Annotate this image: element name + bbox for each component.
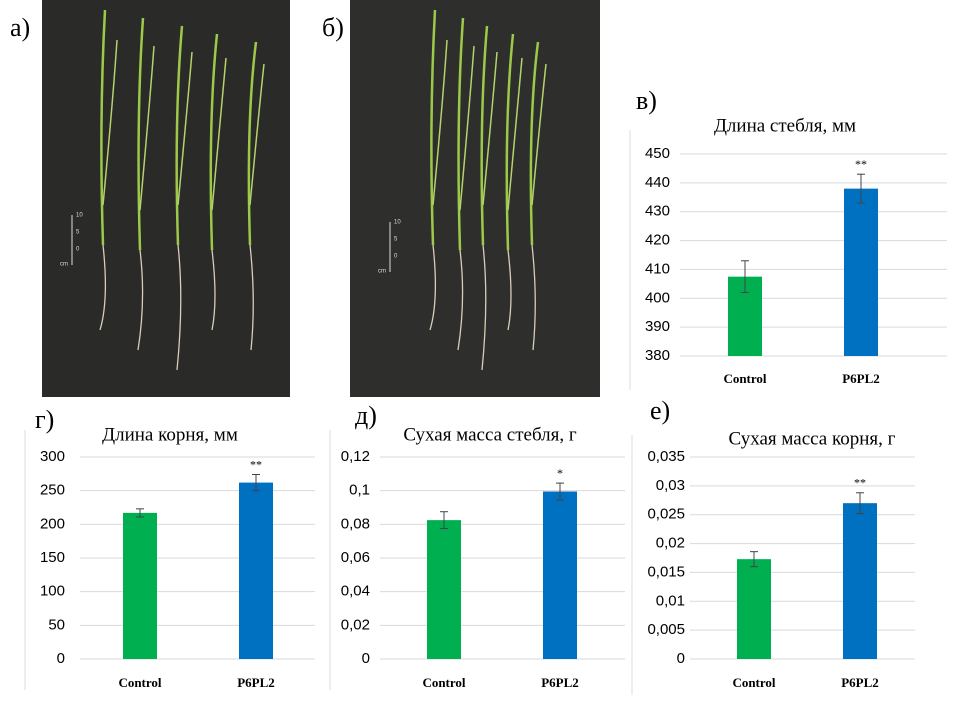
x-tick-label: P6PL2 [237,675,275,690]
y-tick-label: 0,035 [647,448,685,465]
y-tick-label: 0,02 [341,616,370,633]
plant-leaf [432,39,448,206]
y-tick-label: 0,12 [341,448,370,465]
plant-leaf [531,63,547,206]
y-tick-label: 380 [645,347,670,364]
y-tick-label: 0 [677,650,685,667]
significance: ** [854,476,866,490]
plant-leaf [100,9,107,246]
plant-root [481,244,487,371]
plant-leaf [505,33,515,251]
significance: ** [855,157,867,171]
y-tick-label: 0,01 [656,592,685,609]
y-tick-label: 400 [645,289,670,306]
plant-root [99,244,107,331]
y-tick-label: 250 [40,482,65,499]
y-tick-label: 0,025 [647,506,685,523]
plant-leaf [102,39,118,206]
scale-label: 10 [76,213,83,219]
plant-leaf [249,63,265,206]
plant-leaf [139,45,155,211]
bar [123,512,157,659]
plant-root [249,244,254,351]
plant-leaf [480,25,489,246]
bar [737,559,771,659]
y-tick-label: 0,04 [341,583,370,600]
scale-label: cm [378,269,386,275]
panel-label: е) [650,396,670,425]
y-tick-label: 0,1 [349,482,370,499]
y-tick-label: 0,03 [656,477,685,494]
y-tick-label: 0,005 [647,621,685,638]
y-tick-label: 0,02 [656,535,685,552]
plant-leaf [507,57,523,211]
x-tick-label: P6PL2 [541,675,579,690]
scale-label: 5 [76,230,80,236]
photo [350,0,600,397]
plant-root [176,244,182,371]
panel-label: а) [10,13,30,42]
plant-leaf [529,41,540,246]
y-tick-label: 0 [57,650,65,667]
plant-leaf [177,51,193,206]
scale-label: 0 [76,247,80,253]
panel-label: г) [35,405,54,434]
x-tick-label: Control [422,675,465,690]
y-tick-label: 150 [40,549,65,566]
bar [427,520,461,659]
scale-label: 0 [394,254,398,260]
chart-title: Сухая масса корня, г [729,428,896,449]
chart-title: Сухая масса стебля, г [403,424,577,445]
plant-leaf [459,45,475,211]
panel-label: д) [355,401,377,430]
plant-leaf [482,51,498,206]
x-tick-label: Control [118,675,161,690]
significance: ** [250,457,262,471]
y-tick-label: 0,08 [341,515,370,532]
scale-label: cm [60,262,68,268]
bar [844,188,878,356]
y-tick-label: 200 [40,515,65,532]
significance: * [557,466,563,480]
plant-leaf [211,57,227,211]
plant-leaf [247,41,258,246]
x-tick-label: P6PL2 [842,371,880,386]
plant-root [211,249,216,331]
y-tick-label: 0 [362,650,370,667]
plant-root [429,244,437,331]
chart-title: Длина стебля, мм [714,115,856,136]
y-tick-label: 0,015 [647,563,685,580]
bar [843,503,877,659]
y-tick-label: 300 [40,448,65,465]
bar [543,491,577,659]
y-tick-label: 0,06 [341,549,370,566]
plant-leaf [137,17,145,251]
plant-root [507,249,512,331]
panel-label: б) [322,13,344,42]
y-tick-label: 430 [645,203,670,220]
scale-label: 10 [394,220,401,226]
x-tick-label: P6PL2 [841,675,879,690]
plant-leaf [430,9,437,246]
panel-label: в) [636,86,657,115]
y-tick-label: 100 [40,583,65,600]
y-tick-label: 390 [645,318,670,335]
chart-title: Длина корня, мм [102,424,238,445]
y-tick-label: 50 [48,616,65,633]
plant-leaf [457,17,465,251]
x-tick-label: Control [723,371,766,386]
y-tick-label: 420 [645,232,670,249]
plant-root [531,244,536,351]
bar [239,482,273,659]
plant-root [457,249,464,351]
x-tick-label: Control [732,675,775,690]
y-tick-label: 440 [645,174,670,191]
y-tick-label: 410 [645,260,670,277]
plant-leaf [209,33,219,251]
scale-label: 5 [394,237,398,243]
y-tick-label: 450 [645,145,670,162]
plant-leaf [175,25,184,246]
plant-root [137,249,144,351]
